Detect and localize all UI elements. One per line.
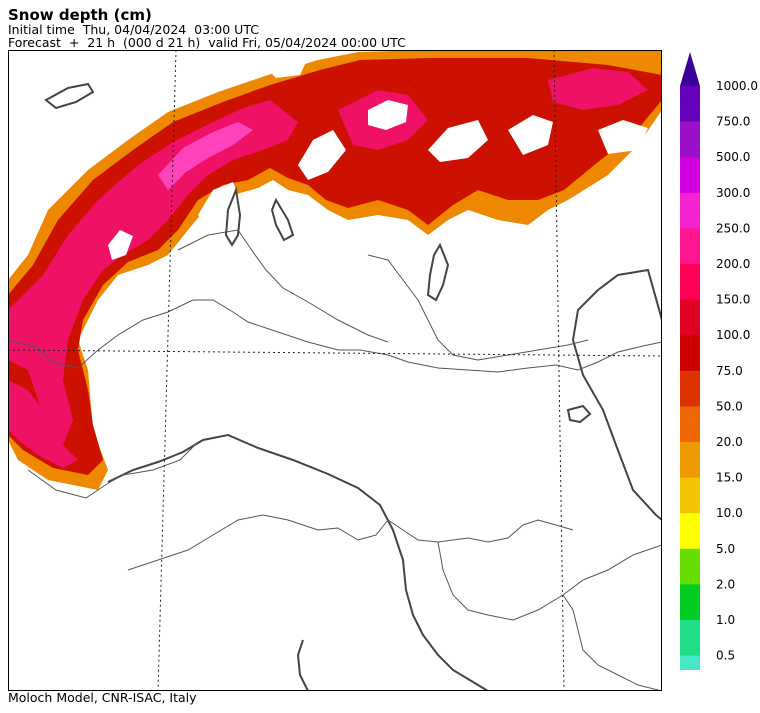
legend-label: 15.0 [716, 471, 743, 485]
snow-free-valley [263, 55, 308, 78]
snow-band-high [8, 100, 298, 445]
snow-free-valley [598, 120, 648, 154]
legend-swatch [680, 620, 700, 657]
map-title: Snow depth (cm) [8, 6, 152, 24]
legend-swatch [680, 513, 700, 550]
color-legend: 1000.0 750.0 500.0 300.0 250.0 200.0 150.0 100.… [680, 52, 758, 670]
snow-band-peak [158, 122, 253, 190]
snow-depth-map [8, 50, 662, 691]
legend-label: 200.0 [716, 257, 750, 271]
parallel-line [8, 349, 662, 357]
legend-label: 50.0 [716, 399, 743, 413]
legend-label: 75.0 [716, 364, 743, 378]
legend-swatch [680, 335, 700, 372]
legend-swatch [680, 121, 700, 158]
meridian-line [157, 50, 177, 691]
lake-small [566, 404, 592, 424]
coastline [107, 433, 489, 691]
snow-cover-layer [8, 50, 662, 490]
legend-label: 750.0 [716, 115, 750, 129]
coastline [296, 639, 309, 691]
legend-label: 0.5 [716, 649, 735, 663]
legend-swatch [680, 228, 700, 265]
legend-label: 300.0 [716, 186, 750, 200]
lake-como [270, 197, 295, 242]
region-border [562, 594, 662, 691]
snow-band-high-4 [548, 68, 648, 110]
lake-geneva [44, 82, 95, 110]
region-border [127, 514, 574, 571]
forecast-valid-label: Forecast + 21 h (000 d 21 h) valid Fri, … [8, 35, 406, 50]
legend-swatch [680, 299, 700, 336]
legend-label: 5.0 [716, 542, 735, 556]
legend-label: 1000.0 [716, 79, 758, 93]
snow-band-high-2 [8, 380, 78, 468]
legend-label: 150.0 [716, 293, 750, 307]
snow-free-valley [428, 120, 488, 162]
legend-max-arrow [680, 52, 700, 86]
initial-time-label: Initial time Thu, 04/04/2024 03:00 UTC [8, 22, 259, 37]
lake-garda [426, 242, 450, 302]
legend-label: 100.0 [716, 328, 750, 342]
legend-label: 500.0 [716, 150, 750, 164]
snow-free-valley [198, 182, 240, 228]
legend-label: 20.0 [716, 435, 743, 449]
legend-swatch [680, 157, 700, 194]
snow-free-valley [108, 230, 133, 260]
legend-label: 1.0 [716, 613, 735, 627]
legend-swatch [680, 548, 700, 585]
legend-swatch [680, 584, 700, 621]
meridian-line [553, 50, 565, 691]
map-frame [8, 50, 662, 691]
region-border [367, 254, 589, 361]
legend-swatch [680, 655, 700, 670]
model-credit: Moloch Model, CNR-ISAC, Italy [8, 690, 197, 705]
lake-maggiore [224, 186, 242, 247]
country-border [8, 299, 662, 373]
legend-label: 10.0 [716, 506, 743, 520]
snow-free-valley [508, 115, 553, 155]
country-border [27, 441, 199, 499]
snow-free-valley [368, 100, 408, 130]
legend-swatch [680, 192, 700, 229]
region-border [177, 229, 389, 343]
legend-swatch [680, 264, 700, 301]
legend-swatch [680, 406, 700, 443]
legend-swatch [680, 370, 700, 407]
boundaries-layer [8, 82, 662, 691]
legend-swatch [680, 477, 700, 514]
region-border [437, 541, 662, 621]
graticule [8, 50, 662, 691]
coastline [571, 268, 662, 521]
legend-label: 250.0 [716, 221, 750, 235]
legend-label: 2.0 [716, 577, 735, 591]
legend-swatch [680, 442, 700, 479]
snow-free-valley [298, 130, 346, 180]
legend-swatch [680, 86, 700, 123]
